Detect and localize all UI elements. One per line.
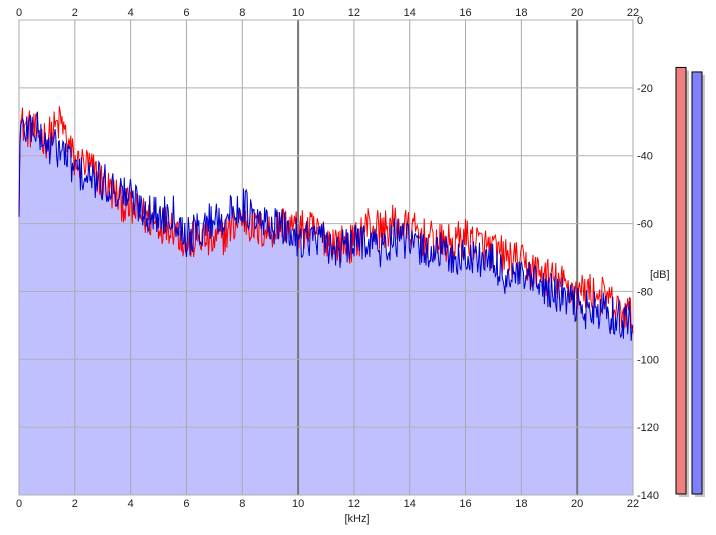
- x-tick-label-top: 20: [571, 7, 583, 19]
- x-tick-label-top: 10: [292, 7, 304, 19]
- x-tick-label-bottom: 14: [404, 498, 416, 510]
- x-tick-label-bottom: 4: [128, 498, 134, 510]
- level-meter-bar-2: [691, 71, 703, 495]
- x-tick-label-top: 14: [404, 7, 416, 19]
- x-tick-label-bottom: 12: [348, 498, 360, 510]
- x-tick-label-bottom: 16: [459, 498, 471, 510]
- spectrum-fill-layer: [19, 111, 633, 495]
- y-tick-labels: 0 -20 -40 -60 -80 -100 -120 -140: [637, 15, 659, 502]
- y-tick-label: 0: [637, 15, 643, 27]
- y-tick-label: -140: [637, 490, 659, 502]
- x-axis-label: [kHz]: [344, 513, 369, 525]
- y-tick-label: -80: [637, 286, 653, 298]
- x-tick-label-bottom: 8: [239, 498, 245, 510]
- x-tick-label-bottom: 18: [515, 498, 527, 510]
- level-meters: [675, 66, 705, 497]
- series-lines: [18, 106, 634, 341]
- level-meter-bar-1: [675, 66, 687, 495]
- y-tick-label: -100: [637, 354, 659, 366]
- x-tick-label-top: 18: [515, 7, 527, 19]
- x-tick-label-bottom: 20: [571, 498, 583, 510]
- y-axis-label: [dB]: [650, 269, 670, 281]
- x-tick-label-top: 16: [459, 7, 471, 19]
- x-tick-label-top: 4: [128, 7, 134, 19]
- spectrum-fill: [19, 111, 633, 495]
- y-tick-label: -20: [637, 83, 653, 95]
- x-tick-labels-bottom: 0 2 4 6 8 10 12 14 16 18 20 22: [16, 498, 639, 510]
- x-tick-label-top: 2: [72, 7, 78, 19]
- y-tick-label: -40: [637, 151, 653, 163]
- y-tick-label: -120: [637, 422, 659, 434]
- x-tick-label-top: 22: [627, 7, 639, 19]
- x-tick-labels-top: 0 2 4 6 8 10 12 14 16 18 20 22: [16, 7, 639, 19]
- y-tick-label: -60: [637, 219, 653, 231]
- x-tick-label-bottom: 6: [183, 498, 189, 510]
- series-line-2: [18, 111, 634, 341]
- x-tick-label-bottom: 10: [292, 498, 304, 510]
- x-tick-label-top: 8: [239, 7, 245, 19]
- x-tick-label-top: 6: [183, 7, 189, 19]
- x-tick-label-top: 12: [348, 7, 360, 19]
- x-tick-label-bottom: 0: [16, 498, 22, 510]
- x-tick-label-bottom: 22: [627, 498, 639, 510]
- x-tick-label-top: 0: [16, 7, 22, 19]
- x-tick-label-bottom: 2: [72, 498, 78, 510]
